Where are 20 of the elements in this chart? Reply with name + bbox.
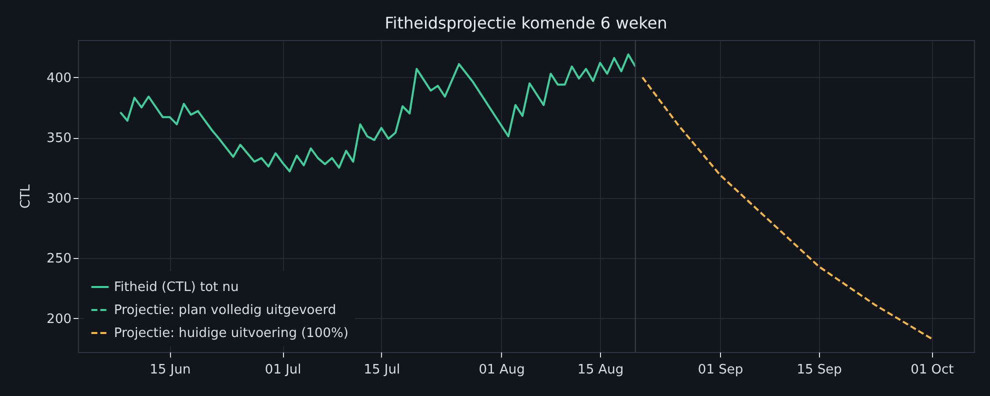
y-axis-title: CTL xyxy=(18,184,34,209)
y-tick-label: 200 xyxy=(46,312,72,327)
legend-label: Fitheid (CTL) tot nu xyxy=(114,280,239,295)
x-tick-label: 15 Sep xyxy=(796,362,842,378)
legend-label: Projectie: plan volledig uitgevoerd xyxy=(114,303,336,318)
y-tick-label: 250 xyxy=(46,252,72,267)
x-tick-label: 01 Oct xyxy=(910,362,954,378)
x-tick-label: 01 Jul xyxy=(264,362,302,378)
legend-label: Projectie: huidige uitvoering (100%) xyxy=(114,326,348,341)
y-tick-label: 350 xyxy=(46,131,72,146)
y-tick-label: 400 xyxy=(46,70,72,86)
x-tick-label: 15 Jul xyxy=(364,362,400,378)
line-series xyxy=(641,76,933,340)
y-tick-label: 300 xyxy=(46,191,72,206)
chart-title: Fitheidsprojectie komende 6 weken xyxy=(384,14,668,32)
x-tick-label: 15 Jun xyxy=(150,362,191,378)
line-series xyxy=(119,53,636,172)
x-tick-label: 15 Aug xyxy=(578,362,624,378)
x-tick-label: 01 Aug xyxy=(478,362,525,378)
x-tick-label: 01 Sep xyxy=(698,362,744,378)
